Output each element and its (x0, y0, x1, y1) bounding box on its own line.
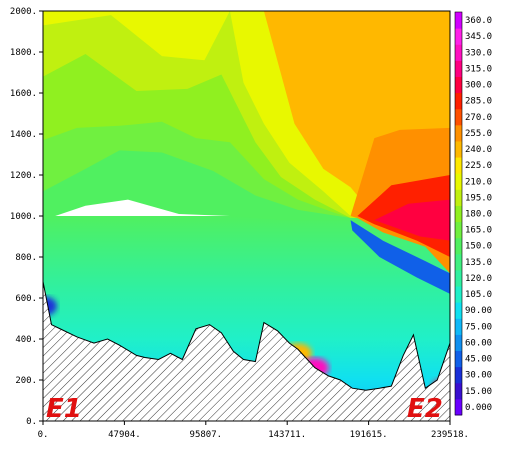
y-tick-label: 1600. (10, 89, 37, 99)
colorbar-swatch (455, 157, 462, 174)
colorbar-swatch (455, 286, 462, 303)
y-axis: 0. 200. 400. 600. 800. 1000. 1200. 1400. 1600. 18… (10, 7, 43, 427)
colorbar-swatch (455, 334, 462, 352)
endpoint-right-label: E2 (407, 394, 443, 424)
colorbar-swatch (455, 124, 462, 142)
y-tick-label: 800. (15, 253, 37, 263)
colorbar-swatch (455, 221, 462, 239)
colorbar-swatch (455, 366, 462, 384)
colorbar-swatch (455, 382, 462, 400)
colorbar-label: 195.0 (465, 193, 492, 203)
y-tick-label: 2000. (10, 7, 37, 17)
colorbar-label: 45.00 (465, 355, 492, 365)
colorbar-swatch (455, 28, 462, 45)
y-tick-label: 1000. (10, 212, 37, 222)
colorbar-swatch (455, 350, 462, 368)
colorbar-label: 270.0 (465, 113, 492, 123)
contour-layer-240 (43, 11, 450, 216)
colorbar-label: 240.0 (465, 145, 492, 155)
colorbar-label: 135.0 (465, 258, 492, 268)
colorbar-swatch (455, 92, 462, 110)
plot-area (43, 11, 450, 421)
colorbar-swatch (455, 76, 462, 94)
y-tick-label: 200. (15, 376, 37, 386)
colorbar-label: 180.0 (465, 210, 492, 220)
colorbar-swatch (455, 302, 462, 319)
colorbar-swatch (455, 44, 462, 61)
contour-layer-45 (350, 220, 450, 294)
colorbar-swatch (455, 398, 462, 416)
y-tick-label: 1800. (10, 48, 37, 58)
x-tick-label: 239518. (431, 430, 469, 440)
colorbar-swatch (455, 253, 462, 271)
y-tick-label: 1200. (10, 171, 37, 181)
colorbar-label: 345.0 (465, 32, 492, 42)
x-tick-label: 95807. (190, 430, 223, 440)
colorbar-label: 105.0 (465, 290, 492, 300)
colorbar-swatch (455, 318, 462, 335)
y-tick-label: 600. (15, 294, 37, 304)
colorbar-frame (454, 11, 463, 416)
y-tick-label: 0. (26, 417, 37, 427)
colorbar-label: 360.0 (465, 16, 492, 26)
colorbar-label: 300.0 (465, 81, 492, 91)
colorbar-label: 15.00 (465, 387, 492, 397)
colorbar-label: 210.0 (465, 177, 492, 187)
colorbar-label: 150.0 (465, 242, 492, 252)
x-tick-label: 191615. (350, 430, 388, 440)
colorbar-label: 225.0 (465, 161, 492, 171)
colorbar-swatch (455, 189, 462, 206)
colorbar-swatch (455, 205, 462, 223)
x-tick-label: 47904. (108, 430, 141, 440)
y-tick-label: 1400. (10, 130, 37, 140)
colorbar: 0.000 15.00 30.00 45.00 60.00 75.00 90.00 105.0… (454, 11, 492, 416)
x-tick-label: 143711. (268, 430, 306, 440)
colorbar-label: 90.00 (465, 306, 492, 316)
colorbar-label: 0.000 (465, 403, 492, 413)
terrain-mask (43, 281, 450, 421)
colorbar-swatch (455, 108, 462, 126)
colorbar-label: 165.0 (465, 226, 492, 236)
x-tick-label: 0. (38, 430, 49, 440)
colorbar-label: 30.00 (465, 371, 492, 381)
colorbar-label: 75.00 (465, 322, 492, 332)
colorbar-label: 60.00 (465, 338, 492, 348)
colorbar-swatch (455, 60, 462, 77)
colorbar-label: 285.0 (465, 97, 492, 107)
colorbar-swatch (455, 140, 462, 158)
colorbar-label: 330.0 (465, 48, 492, 58)
colorbar-label: 255.0 (465, 129, 492, 139)
colorbar-label: 315.0 (465, 64, 492, 74)
colorbar-swatch (455, 269, 462, 287)
colorbar-swatch (455, 12, 462, 29)
colorbar-swatch (455, 237, 462, 255)
colorbar-label: 120.0 (465, 274, 492, 284)
endpoint-left-label: E1 (46, 394, 82, 424)
contour-layer-300 (374, 199, 450, 241)
y-tick-label: 400. (15, 335, 37, 345)
x-axis: 0. 47904. 95807. 143711. 191615. 239518. (38, 421, 469, 440)
colorbar-swatch (455, 173, 462, 190)
